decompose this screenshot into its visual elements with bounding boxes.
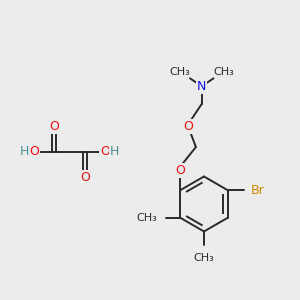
Text: O: O bbox=[49, 120, 59, 133]
Text: CH₃: CH₃ bbox=[194, 253, 214, 263]
Text: Br: Br bbox=[250, 184, 264, 197]
Text: O: O bbox=[183, 120, 193, 133]
Text: CH₃: CH₃ bbox=[136, 213, 157, 223]
Text: H: H bbox=[110, 146, 119, 158]
Text: H: H bbox=[20, 146, 29, 158]
Text: CH₃: CH₃ bbox=[213, 68, 234, 77]
Text: O: O bbox=[80, 171, 90, 184]
Text: N: N bbox=[197, 80, 206, 93]
Text: CH₃: CH₃ bbox=[170, 68, 190, 77]
Text: O: O bbox=[175, 164, 185, 177]
Text: O: O bbox=[100, 146, 110, 158]
Text: O: O bbox=[29, 146, 39, 158]
